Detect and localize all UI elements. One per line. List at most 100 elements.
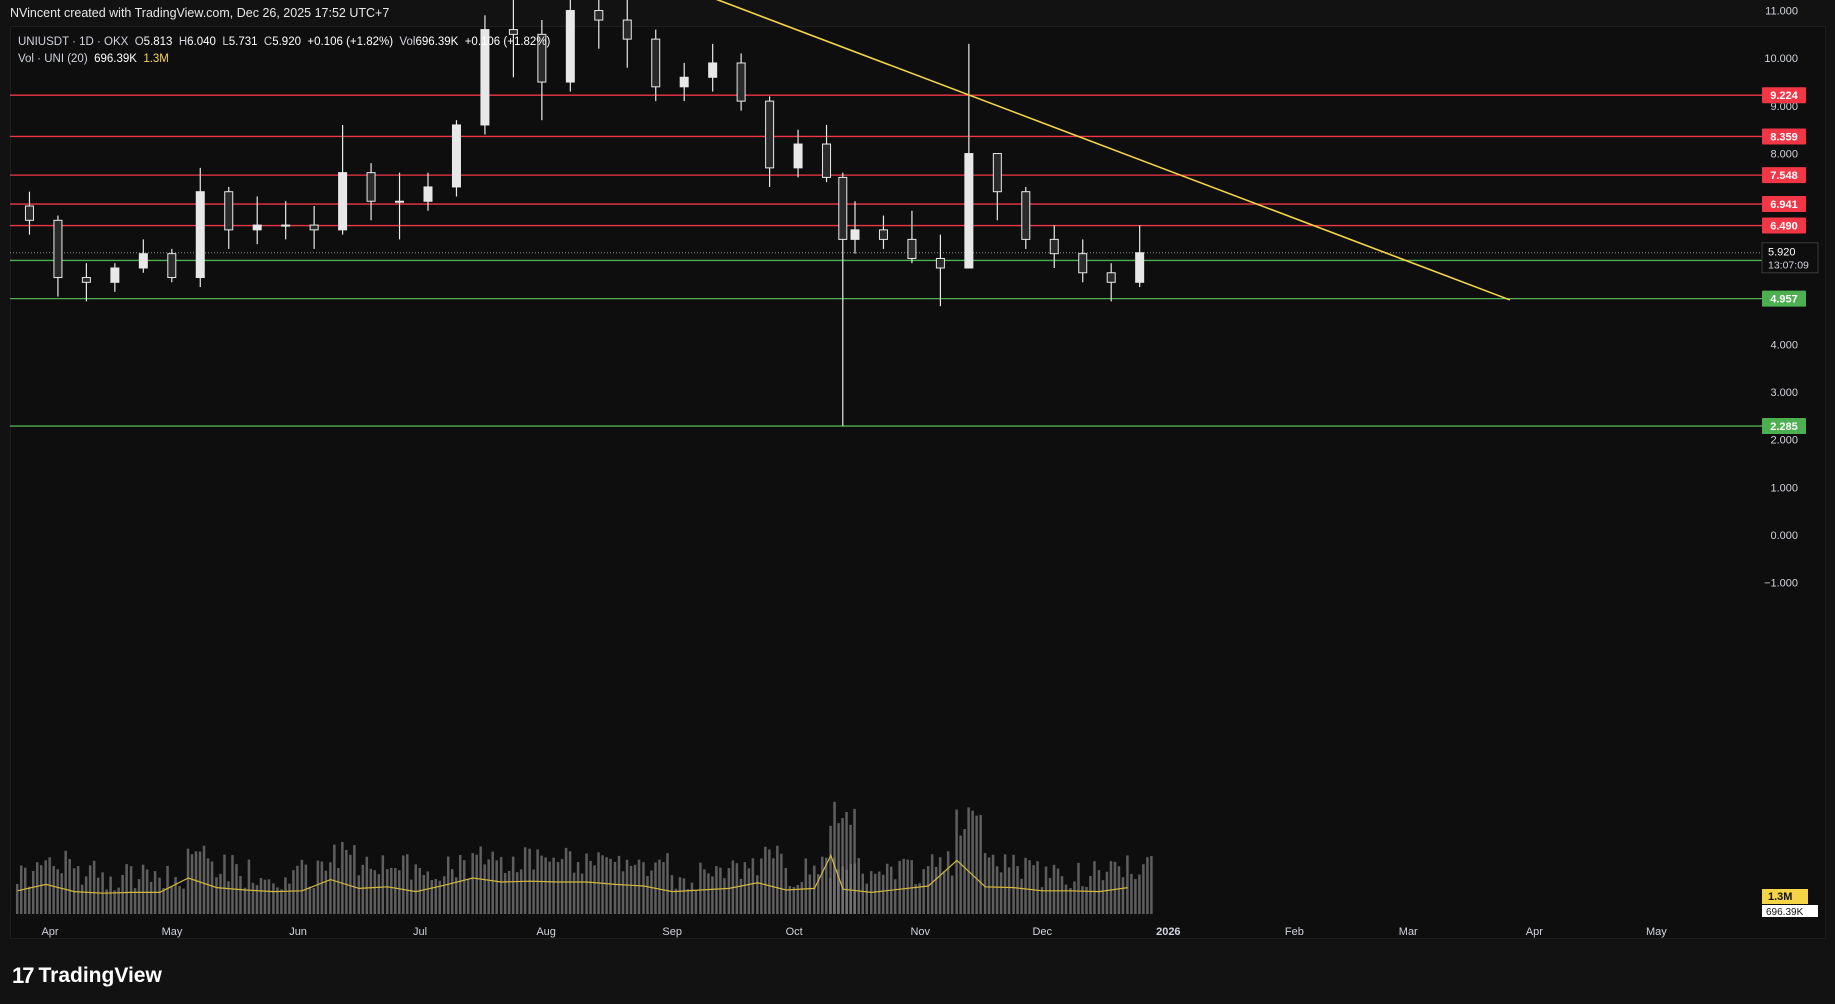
volume-bar xyxy=(227,881,230,914)
volume-bar xyxy=(975,815,978,914)
volume-bar xyxy=(349,854,352,914)
x-axis-tick: Dec xyxy=(1032,926,1052,938)
volume-bar xyxy=(694,890,698,914)
volume-bar xyxy=(178,886,181,914)
volume-bar xyxy=(137,879,141,914)
x-axis-tick: Apr xyxy=(1526,926,1543,938)
volume-bar xyxy=(296,865,299,914)
volume-bar xyxy=(910,860,913,914)
volume-bar xyxy=(166,865,169,914)
symbol-label[interactable]: UNIUSDT · 1D · OKX xyxy=(18,36,129,48)
volume-bar xyxy=(979,814,982,914)
volume-bar xyxy=(963,829,966,914)
candle-body xyxy=(850,229,860,240)
volume-bar xyxy=(1109,861,1113,914)
volume-bar xyxy=(1073,881,1076,914)
volume-bar xyxy=(434,878,437,914)
volume-bar xyxy=(926,866,930,914)
volume-bar xyxy=(646,875,649,914)
volume-bar xyxy=(239,876,242,914)
volume-value: 696.39K xyxy=(415,36,459,48)
volume-bar xyxy=(813,865,816,914)
chart-pane[interactable] xyxy=(10,26,1826,939)
chart-legend: UNIUSDT · 1D · OKX O5.813 H6.040 L5.731 … xyxy=(18,34,550,68)
volume-bar xyxy=(544,857,547,914)
volume-bar xyxy=(353,845,356,914)
volume-bar xyxy=(263,879,267,914)
volume-bar xyxy=(719,867,722,914)
volume-bar xyxy=(837,823,840,914)
volume-bar xyxy=(605,857,608,914)
volume-bar xyxy=(1081,886,1084,914)
candle-body xyxy=(878,229,888,240)
volume-bar xyxy=(402,855,405,914)
volume-bar xyxy=(674,888,678,914)
volume-bar xyxy=(231,855,234,914)
candle-body xyxy=(935,257,945,269)
x-axis-tick: Jun xyxy=(289,926,307,938)
volume-bar xyxy=(938,857,942,914)
volume-bar xyxy=(499,857,503,914)
volume-bar xyxy=(576,862,580,914)
volume-bar xyxy=(756,875,759,914)
volume-bar xyxy=(776,845,779,914)
volume-bar xyxy=(60,873,63,914)
volume-bar xyxy=(438,880,441,914)
volume-bar xyxy=(31,871,35,914)
y-axis-tick: 10.000 xyxy=(1764,53,1798,65)
volume-bar xyxy=(817,874,820,914)
volume-bar xyxy=(841,866,844,914)
volume-ma-axis-label: 1.3M xyxy=(1768,891,1792,903)
volume-indicator-label[interactable]: Vol · UNI (20) xyxy=(18,53,88,65)
ohlc-legend-row: UNIUSDT · 1D · OKX O5.813 H6.040 L5.731 … xyxy=(18,36,551,48)
volume-bar xyxy=(1130,873,1133,914)
volume-legend-row: Vol · UNI (20) 696.39K 1.3M xyxy=(18,51,550,68)
volume-bar xyxy=(865,883,868,914)
volume-bar xyxy=(312,887,316,914)
resistance-line-label: 6.490 xyxy=(1770,221,1798,233)
volume-bar xyxy=(682,878,686,914)
volume-bar xyxy=(1048,877,1052,914)
candle-body xyxy=(708,62,718,78)
volume-bar xyxy=(548,861,551,914)
volume-bar xyxy=(206,858,210,914)
y-axis-tick: 11.000 xyxy=(1765,6,1798,18)
candle-body xyxy=(765,100,775,169)
volume-bar xyxy=(394,868,397,914)
volume-bar xyxy=(942,871,946,914)
candle-body xyxy=(110,267,120,283)
volume-bar xyxy=(898,860,901,914)
volume-bar xyxy=(572,872,576,914)
volume-bar xyxy=(670,875,674,914)
resistance-line-label: 7.548 xyxy=(1770,170,1798,182)
candle-body xyxy=(138,253,148,269)
volume-bar xyxy=(796,884,800,914)
volume-bar xyxy=(637,859,641,914)
volume-bar xyxy=(523,847,527,914)
volume-bar xyxy=(699,862,702,914)
bar-countdown-label: 13:07:09 xyxy=(1768,260,1809,272)
volume-bar xyxy=(333,844,336,914)
resistance-line-label: 9.224 xyxy=(1770,90,1798,102)
volume-bar xyxy=(715,866,718,914)
volume-bar xyxy=(739,878,743,914)
volume-bar xyxy=(857,858,860,914)
volume-bar xyxy=(666,853,669,914)
x-axis-tick: Feb xyxy=(1285,926,1304,938)
resistance-line-tag xyxy=(1762,87,1806,104)
volume-bar xyxy=(174,877,177,914)
volume-bar xyxy=(1012,854,1015,914)
candle-body xyxy=(964,153,974,269)
volume-bar xyxy=(540,855,543,914)
volume-bar xyxy=(215,877,218,914)
support-line-label: 2.285 xyxy=(1770,421,1798,433)
volume-bar xyxy=(934,866,938,914)
tradingview-brand[interactable]: 17 TradingView xyxy=(12,963,162,989)
candle-body xyxy=(622,19,632,40)
candle-body xyxy=(81,277,91,283)
volume-bar xyxy=(284,877,287,914)
volume-bar xyxy=(129,866,133,914)
volume-bar xyxy=(560,859,564,914)
volume-bar xyxy=(316,860,320,914)
